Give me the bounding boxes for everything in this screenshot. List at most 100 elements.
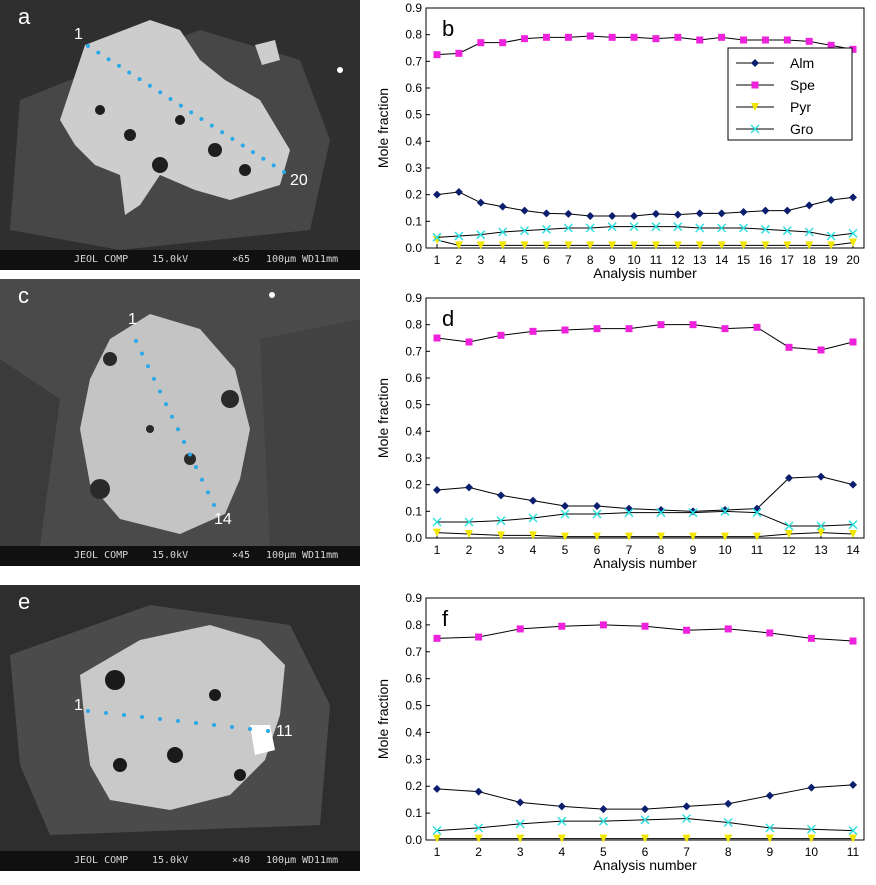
- point-gro: [848, 520, 858, 530]
- trace-dots-a: [86, 44, 286, 174]
- x-tick-label: 14: [846, 543, 860, 557]
- point-spe: [641, 622, 649, 630]
- voltage-label: 15.0kV: [152, 855, 189, 866]
- point-alm: [761, 206, 770, 215]
- point-spe: [561, 326, 569, 334]
- point-pyr: [807, 834, 816, 843]
- x-tick-label: 11: [847, 845, 860, 859]
- point-spe: [652, 35, 660, 43]
- point-pyr: [498, 241, 507, 250]
- trace-dot: [178, 103, 183, 108]
- point-pyr: [593, 532, 601, 541]
- y-axis-label: Mole fraction: [375, 378, 391, 458]
- y-tick-label: 0.7: [405, 344, 422, 358]
- trace-start-label: 1: [74, 26, 83, 43]
- y-tick-label: 0.1: [405, 504, 422, 518]
- point-alm: [586, 212, 595, 220]
- point-pyr: [785, 530, 793, 538]
- point-spe: [807, 634, 815, 642]
- x-axis-label: Analysis number: [593, 857, 697, 873]
- y-tick-label: 0.9: [405, 591, 422, 605]
- point-pyr: [557, 834, 566, 843]
- point-pyr: [739, 241, 748, 250]
- point-alm: [498, 202, 507, 211]
- point-alm: [849, 480, 857, 489]
- point-gro: [782, 226, 792, 236]
- trace-dot: [158, 389, 162, 394]
- point-gro: [598, 816, 608, 826]
- trace-dot: [248, 727, 252, 731]
- point-gro: [563, 223, 573, 233]
- point-pyr: [673, 241, 682, 250]
- trace-dot: [266, 729, 270, 733]
- trace-dot: [194, 721, 198, 725]
- y-tick-label: 0.0: [405, 531, 422, 545]
- point-spe: [827, 41, 835, 49]
- x-tick-label: 5: [600, 845, 607, 859]
- point-pyr: [520, 241, 529, 250]
- chart-panel-letter: f: [442, 606, 449, 631]
- y-tick-label: 0.6: [405, 672, 422, 686]
- point-pyr: [433, 834, 441, 843]
- trace-dot: [152, 376, 156, 381]
- x-tick-label: 6: [642, 845, 649, 859]
- point-spe: [696, 36, 704, 44]
- point-pyr: [564, 241, 573, 250]
- x-tick-label: 4: [499, 253, 506, 267]
- point-gro: [656, 508, 666, 518]
- point-gro: [607, 222, 617, 232]
- point-alm: [561, 502, 569, 510]
- magnification-label: ×40: [232, 855, 251, 866]
- x-axis-label: Analysis number: [593, 265, 697, 281]
- voltage-label: 15.0kV: [152, 550, 189, 561]
- voltage-label: 15.0kV: [152, 254, 189, 265]
- x-tick-label: 2: [475, 845, 482, 859]
- point-gro: [515, 819, 525, 829]
- y-tick-label: 0.3: [405, 752, 422, 766]
- point-pyr: [721, 532, 729, 541]
- point-pyr: [805, 241, 814, 250]
- point-spe: [674, 33, 682, 41]
- point-pyr: [783, 241, 792, 250]
- y-tick-label: 0.1: [405, 806, 422, 820]
- point-gro: [738, 223, 749, 233]
- trace-dot: [189, 110, 194, 115]
- point-alm: [724, 799, 733, 808]
- point-alm: [651, 209, 660, 218]
- point-spe: [625, 325, 633, 333]
- chart-panel-letter: d: [442, 306, 454, 331]
- x-tick-label: 6: [543, 253, 550, 267]
- y-tick-label: 0.4: [405, 424, 422, 438]
- point-gro: [784, 521, 794, 531]
- x-tick-label: 10: [627, 253, 641, 267]
- x-tick-label: 19: [824, 253, 838, 267]
- trace-dot: [194, 465, 198, 470]
- trace-dot: [86, 709, 90, 713]
- point-pyr: [827, 241, 836, 250]
- point-alm: [785, 474, 793, 482]
- trace-dot: [230, 725, 234, 729]
- chart-f: 0.0 0.1 0.2 0.3 0.4 0.5 0.6 0.7 0.8 0.9 1 2 3 4 5 6 7 8 9 1…: [370, 585, 876, 885]
- point-gro: [629, 222, 639, 232]
- panel-letter-a: a: [18, 4, 31, 29]
- trace-start-label: 1: [128, 311, 137, 328]
- point-alm: [433, 784, 441, 793]
- legend-marker: [750, 124, 760, 134]
- trace-dot: [209, 123, 214, 128]
- point-spe: [497, 331, 505, 339]
- trace-dot: [134, 339, 138, 343]
- point-spe: [477, 39, 485, 47]
- point-pyr: [497, 531, 505, 540]
- point-gro: [541, 224, 552, 234]
- x-tick-label: 9: [766, 845, 773, 859]
- point-pyr: [695, 241, 704, 250]
- x-tick-label: 11: [751, 543, 764, 557]
- trace-dot: [220, 130, 225, 135]
- trace-end-label: 11: [276, 723, 293, 740]
- legend-marker: [751, 81, 759, 89]
- point-gro: [695, 223, 705, 233]
- y-tick-label: 0.2: [405, 188, 422, 202]
- series-line-gro: [436, 226, 854, 238]
- point-alm: [630, 212, 639, 220]
- trace-dot: [104, 711, 108, 715]
